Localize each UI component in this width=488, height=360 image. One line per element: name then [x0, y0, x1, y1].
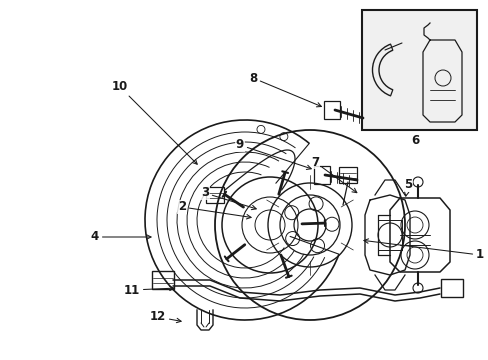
Text: 3: 3	[201, 186, 256, 210]
Text: 11: 11	[123, 284, 174, 297]
Text: 7: 7	[310, 156, 356, 193]
Bar	[361, 10, 476, 130]
Text: 2: 2	[178, 201, 250, 219]
Text: 5: 5	[403, 179, 411, 196]
Text: 12: 12	[149, 310, 181, 324]
Text: 9: 9	[235, 139, 311, 170]
Text: 10: 10	[112, 81, 197, 164]
Text: 4: 4	[91, 230, 151, 243]
Text: 1: 1	[363, 239, 483, 261]
Text: 6: 6	[410, 134, 418, 147]
Text: 8: 8	[248, 72, 321, 107]
